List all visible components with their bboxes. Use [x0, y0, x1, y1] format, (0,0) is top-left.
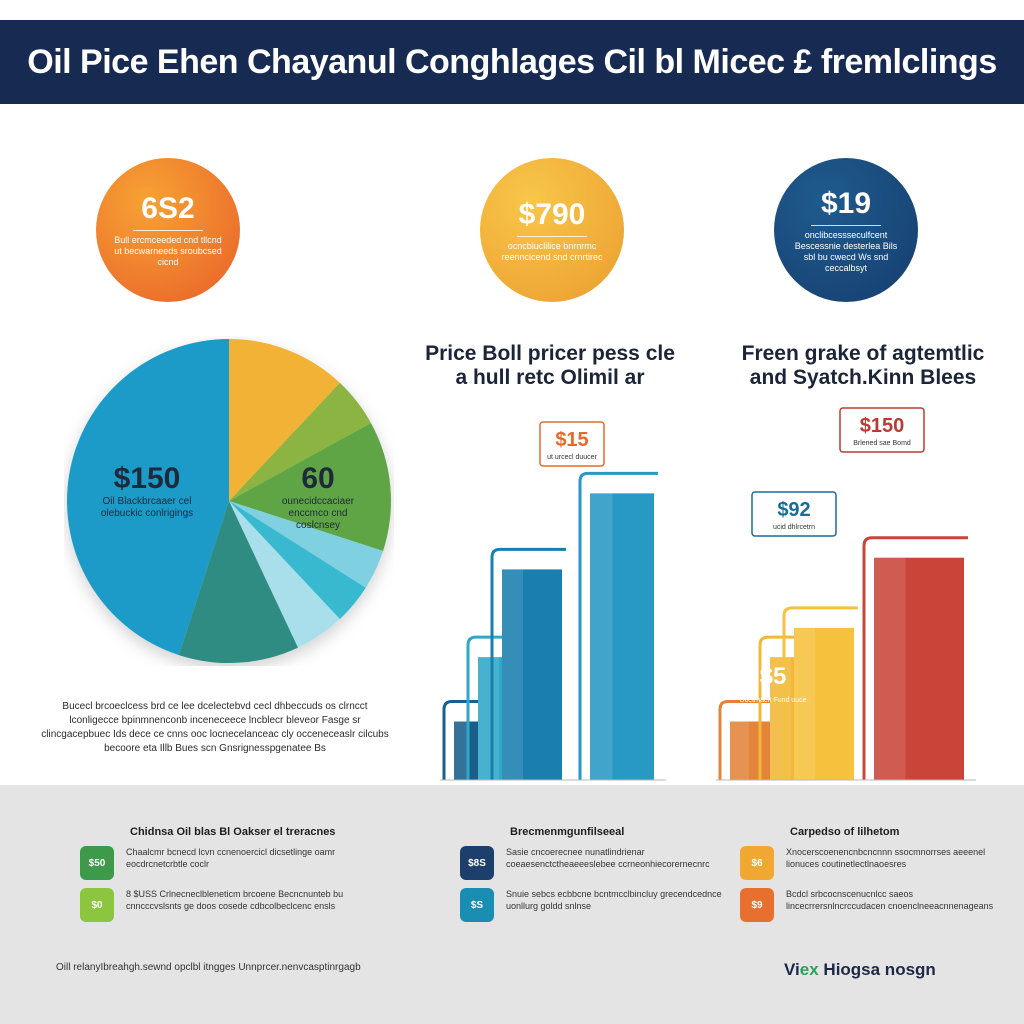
bar-connector	[442, 700, 498, 780]
bar-d	[874, 557, 964, 780]
bar-connector	[862, 536, 968, 780]
legend-title: Brecmenmgunfilseeal	[510, 826, 625, 838]
callout-text: ucid dhlrcetrn	[773, 524, 815, 531]
bar-highlight	[502, 569, 523, 780]
bar-highlight	[730, 721, 749, 780]
legend-text: Chaalcmr bcnecd lcvn ccnenoercicl dicset…	[126, 847, 336, 869]
bar-chart-left-title: Price Boll pricer pess cle a hull retc O…	[425, 342, 675, 389]
pie-slice-1	[66, 339, 230, 656]
bar-data-label: $5	[760, 663, 787, 690]
legend-item: $S Snuie sebcs ecbbcne bcntmcclbincluy g…	[460, 888, 730, 922]
stat-value: 6S2	[141, 192, 195, 225]
pie-slice-5	[229, 501, 384, 588]
pie-slice-2	[229, 339, 340, 501]
legend-column-3: Carpedso of lilhetom $6 Xnocerscoenencnb…	[740, 826, 1010, 922]
divider	[517, 235, 587, 237]
stat-bubble-navy: $19 onclibcessseculfcent Bescessnie dest…	[774, 158, 918, 302]
callout-box	[539, 421, 605, 467]
bar-data-sublabel: Ucetrnaeit Fund uuce	[740, 697, 807, 704]
bar-c	[794, 627, 854, 780]
bar-highlight	[590, 493, 613, 780]
legend-text: Snuie sebcs ecbbcne bcntmcclbincluy grec…	[506, 889, 722, 911]
price-tag-icon: $S	[460, 888, 494, 922]
logo-suffix: Hiogsa nosgn	[818, 960, 936, 979]
legend-item: $9 Bcdcl srbcocnscenucnlcc saeos lincecr…	[740, 888, 1010, 922]
stat-text: Bull ercmceeded cnd tllcnd ut becwarneed…	[114, 235, 222, 267]
stat-bubble-orange: 6S2 Bull ercmceeded cnd tllcnd ut becwar…	[96, 158, 240, 302]
bar-highlight	[770, 657, 791, 780]
bar-charts: $15 ut urcecl duucer $150 Brlened sae Bomd $…	[440, 407, 976, 781]
legend-text: Bcdcl srbcocnscenucnlcc saeos lincecrrer…	[786, 889, 994, 911]
callout-value: $92	[777, 499, 810, 521]
divider	[133, 230, 203, 231]
callout-box	[751, 491, 837, 537]
footer-note: Oill relanyIbreahgh.sewnd opclbl itngges…	[56, 962, 361, 973]
pie-chart	[66, 339, 391, 663]
stat-value: $790	[518, 197, 586, 231]
bar-connector	[466, 635, 542, 780]
bar-highlight	[794, 627, 815, 780]
stat-text: onclibcessseculfcent Bescessnie desterle…	[794, 229, 898, 273]
callout-value: $15	[555, 429, 588, 451]
bar-connector	[578, 471, 658, 780]
bar-d	[590, 493, 654, 780]
price-tag-icon: $0	[80, 888, 114, 922]
legend-text: 8 $USS Crlnecneclbleneticm brcoene Becnc…	[126, 889, 344, 911]
brand-logo: Viex Hiogsa nosgn	[784, 960, 936, 980]
pie-label-text: Oil Blackbrcaaer cel olebuckic conlrigin…	[100, 496, 194, 519]
legend-item: $0 8 $USS Crlnecneclbleneticm brcoene Be…	[80, 888, 350, 922]
legend-column-1: Chidnsa Oil blas Bl Oakser el treracnes …	[80, 826, 350, 922]
logo-prefix: Vi	[784, 960, 800, 979]
bar-highlight	[874, 557, 906, 780]
pie-description: Bucecl brcoeclcess brd ce lee dcelectebv…	[41, 701, 389, 754]
price-tag-icon: $6	[740, 846, 774, 880]
pie-label-blue: $150 Oil Blackbrcaaer cel olebuckic conl…	[92, 462, 202, 520]
pie-label-text: ounecidccaciaer enccmco cnd coslcnsey	[281, 496, 355, 531]
legend-text: Sasie cncoerecnee nunatlindrienar coeaes…	[506, 847, 710, 869]
callout-text: ut urcecl duucer	[547, 454, 597, 461]
legend-text: Xnocerscoenencnbcncnnn ssocmnorrses aeee…	[786, 847, 986, 869]
callout-text: Brlened sae Bomd	[853, 440, 911, 447]
divider	[811, 224, 881, 226]
page-title: Oil Pice Ehen Chayanul Conghlages Cil bl…	[27, 42, 997, 81]
pie-slice-7	[229, 501, 340, 648]
legend-title: Carpedso of lilhetom	[790, 826, 900, 838]
bar-connector	[718, 700, 788, 780]
price-tag-icon: $50	[80, 846, 114, 880]
pie-slice-4	[229, 422, 391, 552]
pie-label-value: 60	[301, 462, 335, 495]
logo-accent: ex	[799, 960, 819, 979]
header-banner: Oil Pice Ehen Chayanul Conghlages Cil bl…	[0, 20, 1024, 104]
pie-slice-8	[178, 501, 298, 663]
legend-panel	[0, 785, 1024, 1024]
pie-slice-3	[229, 382, 371, 501]
legend-item: $8S Sasie cncoerecnee nunatlindrienar co…	[460, 846, 730, 880]
stat-bubble-yellow: $790 ocncbiuclilice bnrnrmc reenncicend …	[480, 158, 624, 302]
legend-item: $6 Xnocerscoenencnbcncnnn ssocmnorrses a…	[740, 846, 1010, 880]
pie-label-value: $150	[113, 462, 181, 495]
pie-label-green: 60 ounecidccaciaer enccmco cnd coslcnsey	[268, 462, 368, 532]
callout-value: $150	[860, 415, 905, 437]
callout-box	[839, 407, 925, 453]
bar-highlight	[454, 721, 468, 780]
stat-value: $19	[820, 186, 872, 220]
bar-chart-right-title: Freen grake of agtemtlic and Syatch.Kinn…	[741, 342, 985, 389]
bar-highlight	[478, 657, 499, 780]
bar-connector	[782, 606, 858, 780]
stat-text: ocncbiuclilice bnrnrmc reenncicend snd c…	[501, 240, 603, 262]
bar-c	[502, 569, 562, 780]
legend-title: Chidnsa Oil blas Bl Oakser el treracnes	[130, 826, 336, 838]
bar-connector	[758, 635, 834, 780]
legend-column-2: Brecmenmgunfilseeal $8S Sasie cncoerecne…	[460, 826, 730, 922]
pie-slice-6	[229, 501, 366, 620]
legend-item: $50 Chaalcmr bcnecd lcvn ccnenoercicl di…	[80, 846, 350, 880]
bar-connector	[490, 547, 566, 780]
price-tag-icon: $8S	[460, 846, 494, 880]
price-tag-icon: $9	[740, 888, 774, 922]
